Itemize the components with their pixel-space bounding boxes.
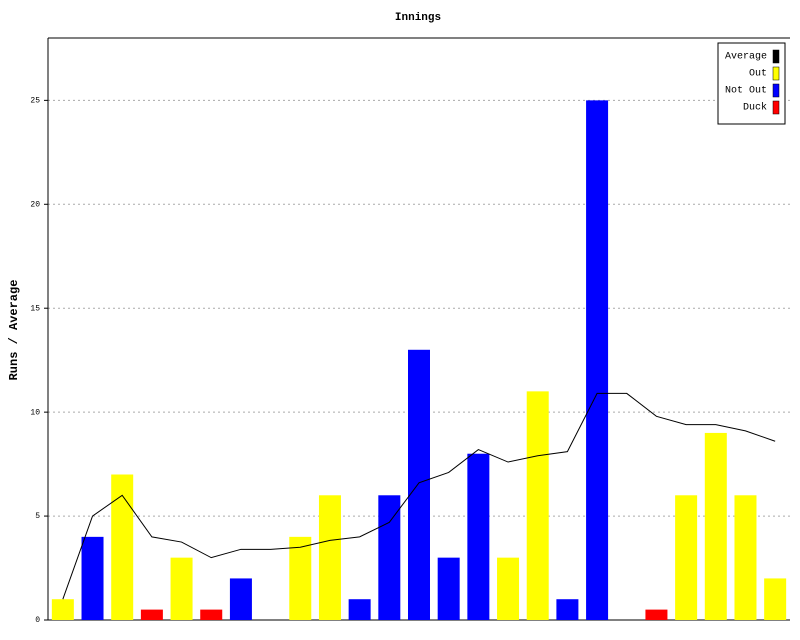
y-tick-label: 10 xyxy=(30,408,40,417)
y-axis-label: Runs / Average xyxy=(7,280,21,381)
bar xyxy=(497,557,520,620)
y-tick-label: 25 xyxy=(30,96,40,105)
legend-label: Average xyxy=(725,52,767,63)
legend-label: Not Out xyxy=(725,86,767,97)
y-tick-label: 15 xyxy=(30,304,40,313)
bar xyxy=(140,609,163,620)
bar xyxy=(675,495,698,620)
y-tick-label: 20 xyxy=(30,200,40,209)
average-line xyxy=(62,392,776,600)
bar xyxy=(467,453,490,620)
bar xyxy=(556,599,579,620)
legend-swatch xyxy=(772,66,780,81)
bar xyxy=(586,100,609,621)
legend-swatch xyxy=(772,49,780,64)
bar xyxy=(289,536,312,620)
bar xyxy=(229,578,252,620)
bar xyxy=(81,536,104,620)
bar xyxy=(378,495,401,620)
bar xyxy=(526,391,549,620)
bar xyxy=(408,349,430,620)
legend-label: Duck xyxy=(743,102,767,114)
bar xyxy=(734,495,757,620)
bar xyxy=(170,557,193,620)
legend-swatch xyxy=(772,83,780,98)
bar xyxy=(437,557,460,620)
legend-label: Out xyxy=(749,69,767,80)
bar xyxy=(51,599,74,620)
legend: Average Out Not Out Duck xyxy=(717,42,786,125)
bar xyxy=(111,474,134,620)
chart-title: Innings xyxy=(395,12,441,24)
bar xyxy=(704,432,727,620)
bar xyxy=(645,609,668,620)
legend-swatch xyxy=(772,100,780,115)
bar xyxy=(318,495,341,620)
y-tick-label: 0 xyxy=(35,616,40,625)
bar xyxy=(348,599,371,620)
y-tick-label: 5 xyxy=(35,512,40,521)
bar xyxy=(200,609,223,620)
bar xyxy=(764,578,787,620)
